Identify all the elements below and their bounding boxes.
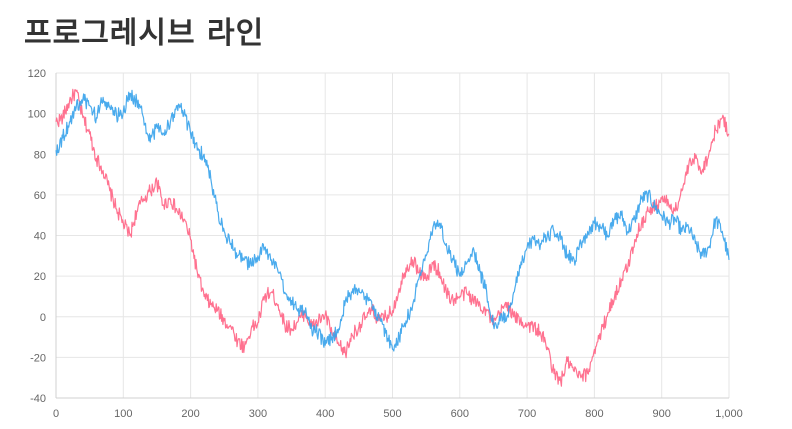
- y-tick-label: -20: [30, 352, 46, 364]
- x-tick-label: 300: [249, 408, 267, 420]
- x-tick-label: 0: [53, 408, 59, 420]
- x-tick-label: 600: [451, 408, 469, 420]
- x-tick-label: 200: [181, 408, 199, 420]
- x-tick-label: 500: [383, 408, 401, 420]
- y-tick-label: 60: [34, 190, 46, 202]
- x-tick-label: 400: [316, 408, 334, 420]
- x-tick-label: 100: [114, 408, 132, 420]
- series-line-1: [55, 88, 730, 387]
- page-title: 프로그레시브 라인: [24, 16, 265, 51]
- y-tick-label: 120: [28, 68, 46, 80]
- y-tick-label: 0: [40, 312, 46, 324]
- y-tick-label: -40: [30, 393, 46, 405]
- y-tick-label: 20: [34, 271, 46, 283]
- series-lines: [55, 88, 730, 387]
- series-line-2: [55, 89, 730, 352]
- x-tick-label: 700: [518, 408, 536, 420]
- x-tick-label: 800: [585, 408, 603, 420]
- x-tick-label: 1,000: [715, 408, 743, 420]
- y-tick-label: 80: [34, 149, 46, 161]
- y-tick-label: 100: [28, 109, 46, 121]
- x-tick-label: 900: [653, 408, 671, 420]
- y-tick-label: 40: [34, 231, 46, 243]
